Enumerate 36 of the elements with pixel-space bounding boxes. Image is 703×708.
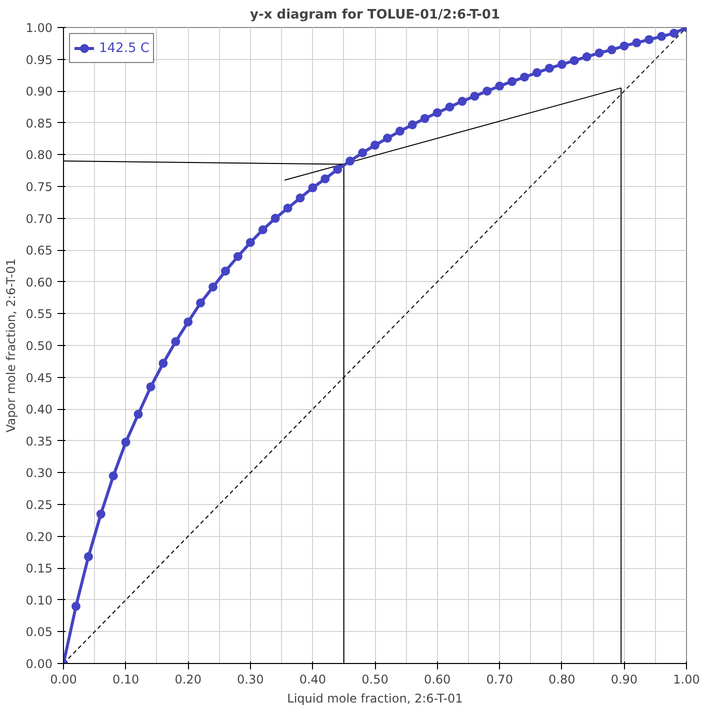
y-tick-label: 0.75 [26,180,52,194]
x-tick-label: 0.30 [237,672,264,686]
y-tick-label: 0.30 [26,466,52,480]
y-tick-label: 0.10 [26,593,52,608]
y-tick-label: 0.65 [26,244,52,258]
y-tick-label: 0.35 [26,434,52,448]
y-tick-label: 0.50 [26,339,52,353]
y-tick-label: 0.80 [26,148,52,162]
y-tick-label: 0.55 [26,307,52,322]
y-tick-label: 0.60 [26,275,52,290]
x-tick-label: 1.00 [673,672,700,686]
y-tick-label: 0.25 [26,498,52,512]
y-tick-label: 1.00 [26,21,52,35]
y-tick-label: 0.95 [26,52,52,67]
x-tick-label: 0.40 [299,672,326,686]
x-axis-title: Liquid mole fraction, 2:6-T-01 [287,692,463,706]
y-tick-label: 0.40 [26,402,52,417]
y-tick-label: 0.00 [26,657,52,671]
x-tick-label: 0.70 [486,672,513,686]
x-tick-label: 0.80 [548,672,576,686]
x-tick-label: 0.00 [50,672,77,686]
y-tick-label: 0.70 [26,212,52,226]
y-tick-label: 0.45 [26,370,52,385]
x-tick-label: 0.90 [610,672,638,686]
legend-label: 142.5 C [99,40,150,56]
x-tick-label: 0.20 [174,672,202,686]
y-tick-label: 0.85 [26,116,52,130]
y-axis-title: Vapor mole fraction, 2:6-T-01 [4,258,18,432]
x-tick-label: 0.10 [112,672,140,686]
x-tick-label: 0.60 [424,672,451,686]
y-tick-label: 0.20 [26,530,52,544]
y-tick-label: 0.15 [26,562,52,576]
y-tick-label: 0.05 [26,625,52,640]
x-tick-label: 0.50 [362,672,388,686]
y-tick-label: 0.90 [26,84,52,99]
chart-title: y-x diagram for TOLUE-01/2:6-T-01 [250,8,500,22]
